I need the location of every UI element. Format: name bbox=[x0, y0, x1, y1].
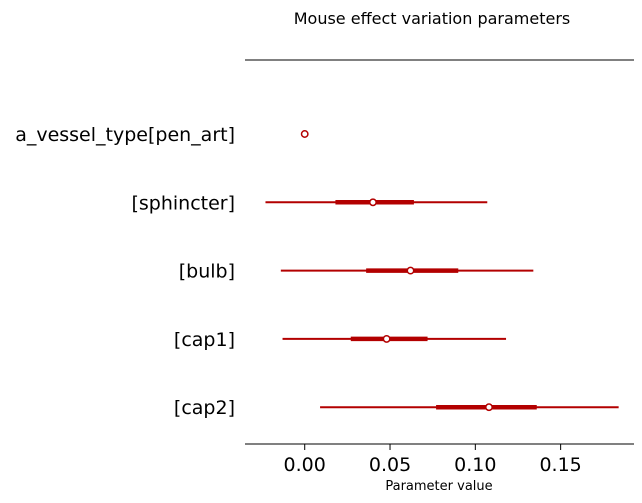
forest-rows: a_vessel_type[pen_art] [sphincter] [bulb] [… bbox=[15, 124, 619, 419]
row-label: [sphincter] bbox=[131, 192, 235, 214]
forest-row: [cap1] bbox=[174, 329, 507, 351]
row-label: [cap1] bbox=[174, 329, 235, 351]
row-label: a_vessel_type[pen_art] bbox=[15, 124, 235, 146]
median-point bbox=[406, 266, 415, 275]
forest-row: [cap2] bbox=[174, 397, 619, 419]
x-tick-label: 0.05 bbox=[369, 454, 411, 476]
x-axis-ticks: 0.00 0.05 0.10 0.15 bbox=[284, 444, 582, 476]
forest-row: a_vessel_type[pen_art] bbox=[15, 124, 309, 146]
median-point bbox=[300, 130, 309, 138]
median-point bbox=[485, 403, 493, 412]
median-point bbox=[369, 198, 377, 207]
chart-title: Mouse effect variation parameters bbox=[294, 9, 571, 28]
x-axis-label: Parameter value bbox=[385, 479, 492, 494]
x-tick-label: 0.15 bbox=[539, 454, 581, 476]
x-tick-label: 0.10 bbox=[454, 454, 496, 476]
forest-row: [sphincter] bbox=[131, 192, 488, 214]
row-label: [cap2] bbox=[174, 397, 235, 419]
forest-row: [bulb] bbox=[179, 261, 534, 283]
x-tick-label: 0.00 bbox=[284, 454, 326, 476]
row-label: [bulb] bbox=[179, 261, 235, 283]
median-point bbox=[382, 334, 391, 343]
